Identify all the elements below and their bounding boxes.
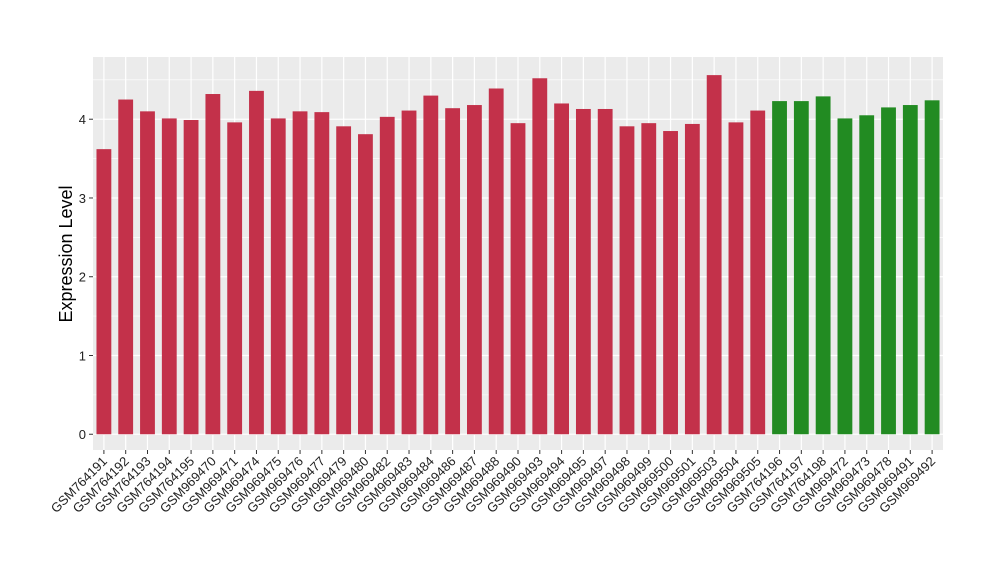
bar-GSM969480 (358, 134, 373, 435)
bar-GSM969474 (249, 90, 264, 435)
bar-GSM969490 (510, 123, 526, 435)
bar-GSM764195 (183, 120, 199, 435)
bar-GSM969504 (728, 122, 744, 435)
bar-GSM764194 (161, 118, 177, 435)
bar-GSM764193 (140, 111, 155, 435)
bar-GSM969470 (205, 94, 221, 435)
bar-GSM969471 (227, 122, 243, 435)
bar-GSM969475 (270, 118, 286, 435)
bar-GSM969493 (532, 78, 548, 435)
bar-GSM969497 (597, 108, 613, 435)
bar-GSM969479 (336, 126, 352, 435)
y-tick-label: 4 (79, 112, 86, 127)
y-tick-label: 3 (79, 191, 86, 206)
bars (96, 75, 940, 435)
y-tick-label: 0 (79, 427, 86, 442)
bar-GSM764192 (118, 99, 134, 435)
bar-GSM969482 (379, 116, 395, 435)
y-tick-label: 2 (79, 270, 86, 285)
bar-GSM969478 (881, 107, 896, 435)
bar-GSM969488 (488, 88, 504, 435)
x-axis: GSM764191GSM764192GSM764193GSM764194GSM7… (48, 450, 938, 516)
bar-GSM969492 (924, 100, 940, 435)
y-axis: 0 1 2 3 4 (79, 112, 93, 442)
bar-GSM969494 (554, 103, 569, 435)
bar-GSM969476 (292, 111, 308, 435)
bar-GSM969486 (445, 108, 461, 435)
bar-GSM969483 (401, 110, 417, 435)
bar-GSM969477 (314, 112, 330, 435)
bar-GSM764191 (96, 149, 112, 435)
y-axis-label: Expression Level (56, 185, 76, 322)
bar-GSM969503 (706, 75, 722, 435)
y-tick-label: 1 (79, 348, 86, 363)
bar-GSM764198 (815, 96, 831, 435)
bar-GSM969499 (641, 123, 657, 435)
bar-GSM969472 (837, 118, 853, 435)
bar-GSM969498 (619, 126, 635, 435)
bar-GSM764197 (793, 101, 809, 435)
bar-GSM969491 (902, 105, 918, 435)
bar-GSM969495 (575, 108, 591, 435)
bar-GSM969505 (750, 110, 766, 435)
bar-GSM969473 (859, 115, 875, 435)
bar-GSM969487 (467, 105, 482, 435)
bar-GSM969484 (423, 95, 439, 435)
bar-GSM969501 (684, 123, 700, 435)
bar-GSM969500 (663, 131, 678, 435)
bar-GSM764196 (772, 101, 787, 435)
